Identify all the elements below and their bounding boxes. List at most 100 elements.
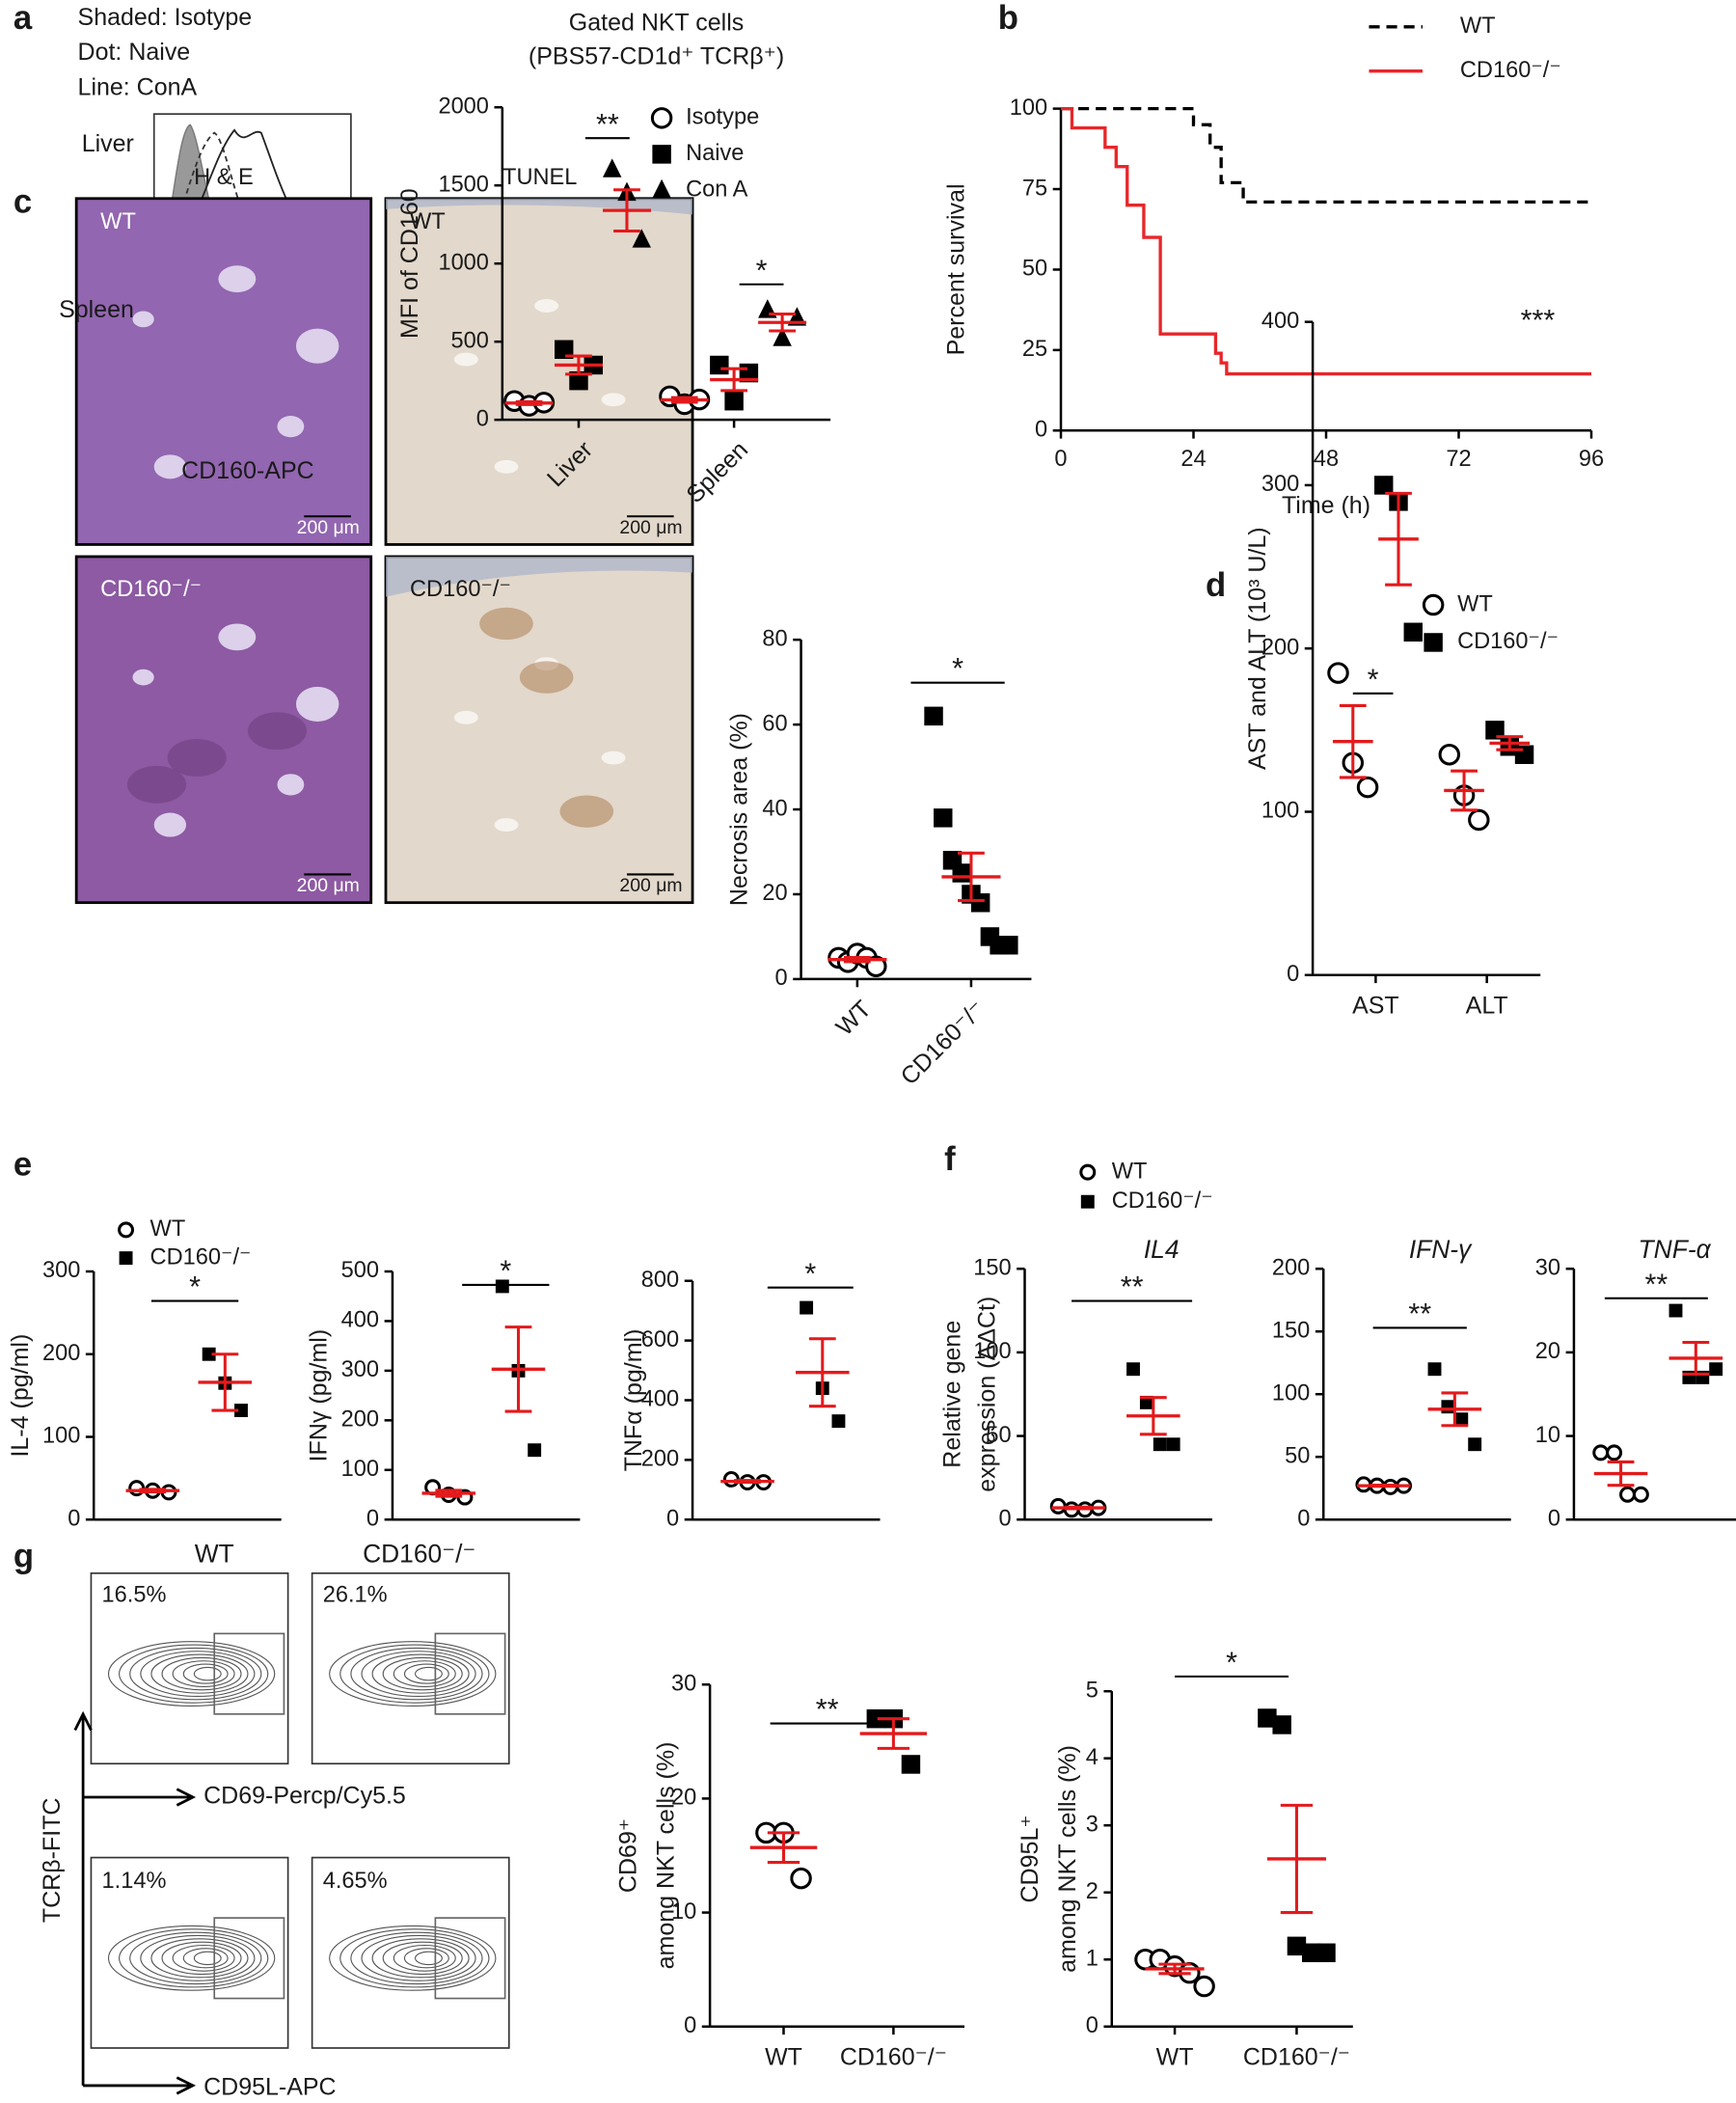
label: f [944,1141,956,1178]
y-tick-label: 30 [1535,1255,1560,1280]
contour [182,1948,229,1969]
label: 200 μm [297,875,360,896]
vessel [601,751,626,765]
legend-label: CD160⁻/⁻ [1457,629,1559,654]
label: TUNEL [502,165,577,190]
significance: * [952,652,963,685]
label: CD160⁻/⁻ [363,1540,475,1569]
y-tick-label: 3 [1086,1812,1099,1837]
error-bar [1441,1391,1469,1428]
y-tick-label: 80 [762,626,787,651]
y-tick-label: 25 [1022,337,1047,362]
y-tick-label: 100 [1010,96,1047,121]
y-tick-label: 300 [1261,472,1299,497]
gate [213,1917,285,2000]
x-tick-label: 96 [1579,447,1604,472]
point [603,158,622,178]
label: 16.5% [102,1583,167,1608]
label: a [14,0,33,37]
y-tick-label: 0 [775,966,788,991]
error-bar [1280,1803,1314,1915]
y-tick-label: 0 [1035,418,1047,443]
y-tick-label: 800 [641,1268,679,1293]
y-axis-label: TNFα (pg/ml) [620,1329,647,1472]
legend-label: CD160⁻/⁻ [1112,1188,1213,1214]
point [1422,593,1445,616]
error-bar [769,312,796,333]
point [495,1279,509,1294]
contour [172,1944,235,1972]
error-bar [211,1352,239,1412]
point [1709,1362,1723,1377]
y-tick-label: 100 [973,1339,1011,1364]
y-tick-label: 400 [341,1308,379,1333]
contour [403,1663,449,1684]
vessel [218,265,257,293]
contour [371,1938,470,1979]
capsule [386,556,693,597]
x-tick-label: WT [1156,2044,1194,2071]
significance: *** [1521,304,1556,337]
point [1468,808,1490,832]
y-tick-label: 10 [671,1899,696,1925]
y-tick-label: 20 [1535,1339,1560,1364]
point [1427,1362,1442,1377]
y-tick-label: 200 [1272,1255,1310,1280]
significance: * [756,254,768,287]
contour [415,1951,443,1966]
y-tick-label: 60 [762,711,787,736]
contour [350,1931,483,1985]
necrosis [247,712,308,751]
chart-title: TNF-α [1639,1235,1712,1264]
error-bar [1451,769,1478,812]
y-tick-label: 30 [671,1671,696,1696]
vessel [277,774,305,796]
contour [339,1644,490,1704]
tunel-stain [479,607,533,641]
significance: * [804,1257,816,1290]
contour [193,1666,222,1681]
contour [393,1660,456,1688]
y-axis-label: Percent survival [943,183,970,355]
y-axis-label: CD69⁺ [614,1818,641,1893]
y-tick-label: 500 [341,1258,379,1283]
x-tick-label: AST [1352,993,1399,1020]
tunel-image [384,197,694,546]
chart-title: Gated NKT cells [569,10,744,37]
error-bar [1065,1505,1092,1511]
point [1302,1943,1321,1963]
label: TCRβ-FITC [39,1798,66,1924]
y-tick-label: 400 [1261,309,1299,334]
y-axis-label: Necrosis area (%) [726,713,753,906]
tunel-stain [559,795,614,828]
y-tick-label: 1000 [438,250,489,275]
point [1606,1444,1623,1461]
contour [382,1656,463,1691]
x-tick-label: 0 [1054,447,1067,472]
point [118,1221,135,1239]
flow-frame [90,1571,289,1765]
y-tick-label: 20 [762,881,787,906]
y-tick-label: 150 [1272,1318,1310,1343]
point [1454,1412,1469,1427]
y-tick-label: 0 [476,406,489,431]
x-tick-label: CD160⁻/⁻ [1243,2044,1350,2071]
y-tick-label: 100 [341,1457,379,1482]
point [1166,1437,1180,1452]
point [1356,776,1379,799]
chart-title: (PBS57-CD1d⁺ TCRβ⁺) [529,42,784,69]
label: 1.14% [102,1869,167,1894]
label: WT [100,209,136,234]
point [1514,745,1534,764]
vessel [601,393,626,407]
point [970,893,990,913]
vessel [295,328,339,364]
legend-label: WT [1457,591,1493,616]
contour [415,1666,443,1681]
point [773,327,792,346]
y-tick-label: 50 [1022,257,1047,282]
legend-label: CD160⁻/⁻ [1460,58,1561,83]
point [831,1414,846,1429]
gate [434,1632,506,1715]
